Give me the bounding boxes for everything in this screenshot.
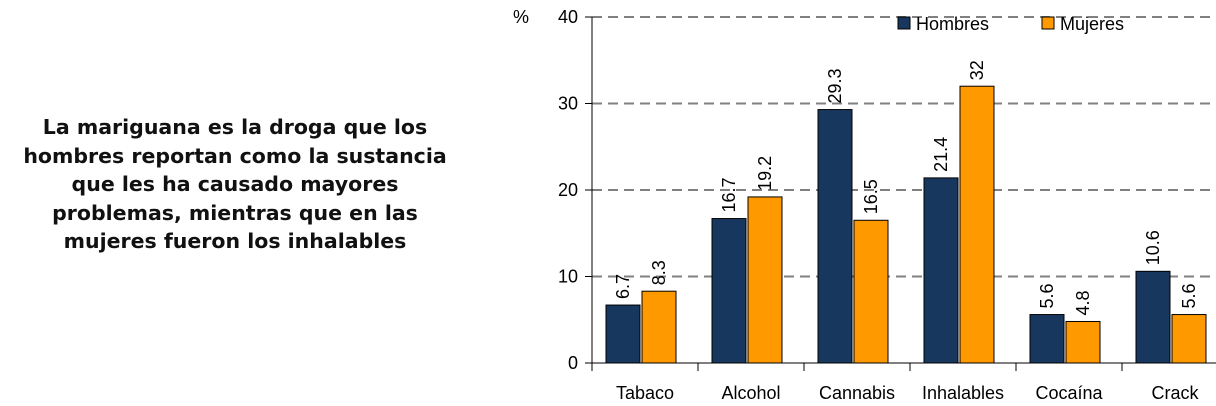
y-tick-label: 30 bbox=[558, 94, 578, 114]
caption-line: hombres reportan como la sustancia bbox=[23, 143, 447, 168]
x-tick-label: Cannabis bbox=[819, 383, 895, 403]
data-label: 4.8 bbox=[1073, 290, 1093, 315]
data-label: 5.6 bbox=[1179, 284, 1199, 309]
x-tick-label: Crack bbox=[1151, 383, 1199, 403]
x-tick-label: Tabaco bbox=[616, 383, 674, 403]
legend: Hombres Mujeres bbox=[897, 14, 1124, 34]
bar-hombres bbox=[1135, 270, 1171, 364]
gridlines bbox=[592, 16, 1216, 278]
data-label: 19.2 bbox=[755, 156, 775, 191]
legend-label: Hombres bbox=[916, 14, 989, 34]
data-label: 6.7 bbox=[613, 274, 633, 299]
bar-mujeres bbox=[959, 85, 995, 364]
data-label: 5.6 bbox=[1037, 284, 1057, 309]
x-tick-label: Cocaína bbox=[1035, 383, 1103, 403]
x-tick-label: Alcohol bbox=[721, 383, 780, 403]
y-tick-label: 20 bbox=[558, 180, 578, 200]
caption-line: La mariguana es la droga que los bbox=[42, 115, 428, 139]
bar-hombres bbox=[817, 109, 853, 364]
data-label: 16.7 bbox=[719, 177, 739, 212]
axes: 0 10 20 30 40% Tabaco Alcohol Cannabis Inhalable… bbox=[513, 7, 1216, 403]
legend-label: Mujeres bbox=[1060, 14, 1124, 34]
x-tick-label: Inhalables bbox=[922, 383, 1004, 403]
data-label: 16.5 bbox=[861, 179, 881, 214]
bar-mujeres bbox=[1065, 320, 1101, 364]
bar-mujeres bbox=[747, 196, 783, 364]
bar-hombres bbox=[1029, 314, 1065, 364]
bar-hombres bbox=[923, 177, 959, 364]
bar-mujeres bbox=[853, 219, 889, 364]
bar-mujeres bbox=[1171, 314, 1207, 364]
data-label: 32 bbox=[967, 60, 987, 80]
y-axis-label: % bbox=[513, 7, 529, 27]
bar-hombres bbox=[605, 304, 641, 364]
bars bbox=[605, 85, 1207, 364]
bar-mujeres bbox=[641, 290, 677, 364]
y-tick-label: 40 bbox=[558, 7, 578, 27]
data-label: 29.3 bbox=[825, 69, 845, 104]
caption-line: que les ha causado mayores bbox=[71, 172, 399, 196]
legend-swatch-hombres bbox=[897, 16, 911, 30]
data-labels: 6.7 16.7 29.3 21.4 5.6 10.6 8.3 19.2 16.5 32 4.8 5.… bbox=[613, 60, 1199, 315]
legend-swatch-mujeres bbox=[1041, 16, 1055, 30]
caption-line: problemas, mientras que en las bbox=[52, 200, 418, 225]
data-label: 10.6 bbox=[1143, 230, 1163, 265]
y-tick-label: 0 bbox=[568, 353, 578, 373]
bar-hombres bbox=[711, 218, 747, 364]
data-label: 21.4 bbox=[931, 137, 951, 172]
data-label: 8.3 bbox=[649, 260, 669, 285]
chart-caption: La mariguana es la droga que los hombres… bbox=[0, 113, 470, 256]
y-tick-label: 10 bbox=[558, 267, 578, 287]
caption-line: mujeres fueron los inhalables bbox=[63, 229, 407, 253]
